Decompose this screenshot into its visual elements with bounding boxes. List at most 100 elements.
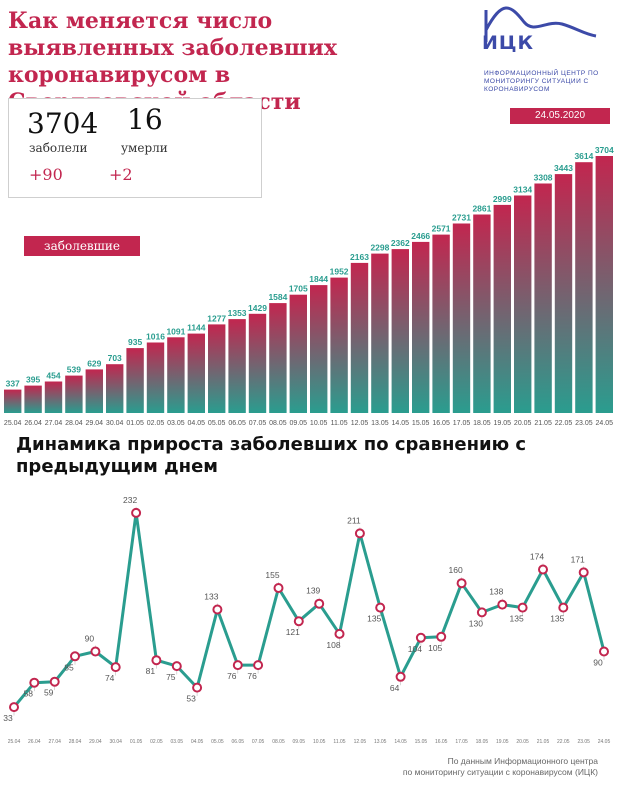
line-date-label: 03.05 (171, 739, 184, 745)
bar-date-label: 22.05 (555, 420, 573, 427)
bar-30.04 (106, 364, 124, 413)
bar-value-label: 3704 (595, 145, 614, 155)
bar-29.04 (85, 369, 103, 413)
bar-date-label: 24.05 (596, 420, 614, 427)
point-26.04 (29, 677, 40, 688)
bar-value-label: 3308 (534, 173, 553, 183)
point-27.04 (49, 676, 60, 687)
bar-date-label: 25.04 (4, 420, 22, 427)
line-date-label: 08.05 (272, 739, 285, 745)
bar-20.05 (514, 195, 532, 413)
bar-legend: заболевшие (24, 236, 140, 256)
point-29.04 (90, 646, 101, 657)
bar-value-label: 454 (46, 371, 60, 381)
point-07.05 (253, 660, 264, 671)
point-28.04 (70, 651, 80, 662)
logo-text: ИЦК (482, 32, 535, 54)
line-date-label: 06.05 (232, 739, 245, 745)
point-value-label: 75 (166, 672, 176, 682)
bar-date-label: 04.05 (188, 420, 206, 427)
bar-value-label: 2571 (432, 224, 451, 234)
line-date-label: 29.04 (89, 739, 102, 745)
point-value-label: 59 (44, 688, 54, 698)
bar-23.05 (575, 162, 593, 413)
point-25.04 (9, 702, 19, 713)
point-14.05 (395, 671, 406, 682)
bar-value-label: 337 (6, 379, 20, 389)
deaths-label: умерли (121, 141, 168, 155)
bar-date-label: 15.05 (412, 420, 430, 427)
point-19.05 (497, 599, 508, 610)
point-15.05 (415, 632, 426, 643)
bar-date-label: 14.05 (392, 420, 410, 427)
point-20.05 (517, 602, 528, 613)
line-date-label: 20.05 (516, 739, 529, 745)
cases-value: 3704 (27, 107, 99, 140)
line-date-label: 10.05 (313, 739, 326, 745)
point-22.05 (558, 602, 569, 613)
bar-17.05 (452, 223, 471, 413)
logo-icon (484, 6, 597, 42)
line-date-label: 05.05 (211, 739, 224, 745)
point-30.04 (110, 662, 121, 673)
line-date-label: 09.05 (293, 739, 306, 745)
bar-date-label: 09.05 (290, 420, 308, 427)
point-value-label: 76 (247, 671, 257, 681)
bar-10.05 (310, 285, 328, 413)
line-date-label: 26.04 (28, 739, 41, 745)
point-24.05 (599, 646, 609, 657)
point-value-label: 130 (469, 618, 483, 628)
deaths-value: 16 (127, 103, 163, 136)
point-value-label: 58 (24, 689, 34, 699)
point-value-label: 155 (265, 570, 279, 580)
point-value-label: 135 (510, 614, 524, 624)
bar-01.05 (126, 348, 144, 413)
bar-value-label: 2466 (411, 231, 430, 241)
bar-16.05 (432, 234, 450, 413)
source-note: По данным Информационного центра по мони… (403, 756, 598, 778)
point-value-label: 108 (326, 640, 340, 650)
bar-value-label: 1429 (248, 303, 267, 313)
point-16.05 (436, 631, 447, 642)
bar-25.04 (4, 389, 22, 413)
bar-19.05 (493, 204, 511, 413)
bar-04.05 (187, 333, 205, 413)
point-value-label: 90 (85, 634, 95, 644)
bar-date-label: 06.05 (228, 420, 246, 427)
growth-line (12, 511, 606, 709)
deaths-delta: +2 (109, 165, 133, 184)
line-date-label: 27.04 (48, 739, 61, 745)
point-21.05 (538, 564, 548, 575)
point-value-label: 64 (390, 683, 400, 693)
point-23.05 (578, 567, 589, 578)
bar-02.05 (146, 342, 165, 413)
bar-value-label: 629 (87, 358, 101, 368)
bar-value-label: 1016 (146, 332, 165, 342)
bar-date-label: 21.05 (534, 420, 552, 427)
line-date-label: 19.05 (496, 739, 509, 745)
bar-date-label: 11.05 (331, 420, 348, 427)
bar-date-label: 23.05 (575, 420, 593, 427)
bar-13.05 (371, 253, 389, 413)
bar-date-label: 29.04 (86, 420, 104, 427)
bar-date-label: 10.05 (310, 420, 328, 427)
bar-value-label: 3443 (554, 163, 573, 173)
point-value-label: 90 (593, 658, 603, 668)
bar-date-label: 26.04 (24, 420, 42, 427)
point-10.05 (314, 598, 325, 609)
line-date-label: 15.05 (415, 739, 428, 745)
point-05.05 (212, 604, 223, 615)
line-date-label: 13.05 (374, 739, 387, 745)
source-line-2: по мониторингу ситуации с коронавирусом … (402, 767, 598, 777)
bar-date-label: 08.05 (269, 420, 287, 427)
point-04.05 (192, 682, 203, 693)
point-value-label: 171 (571, 554, 585, 564)
bar-value-label: 3134 (513, 185, 532, 195)
point-17.05 (456, 578, 467, 589)
bar-15.05 (412, 241, 430, 413)
point-value-label: 174 (530, 552, 544, 562)
line-date-label: 22.05 (557, 739, 570, 745)
bar-11.05 (330, 277, 348, 413)
cumulative-bar-chart: 337 25.04 395 26.04 454 27.04 539 28.04 629 29.04… (4, 145, 614, 427)
bar-date-label: 13.05 (371, 420, 389, 427)
